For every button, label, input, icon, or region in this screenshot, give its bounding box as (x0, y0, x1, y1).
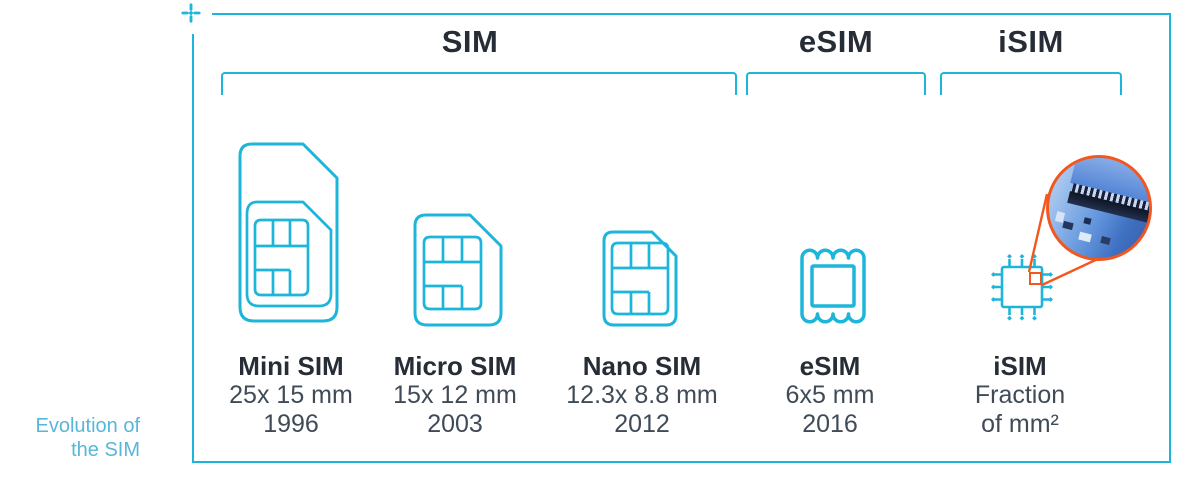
pcb-component (1062, 220, 1074, 231)
pcb-component (1083, 217, 1092, 225)
card-title: eSIM (799, 351, 861, 381)
card-size: Fraction (974, 381, 1066, 409)
bracket-esim (746, 72, 926, 95)
card-year: 2012 (614, 410, 670, 438)
label-mini-sim: Mini SIM 25x 15 mm 1996 (181, 352, 401, 439)
diagram-caption: Evolution of the SIM (16, 414, 140, 462)
bracket-sim (221, 72, 737, 95)
card-size: 15x 12 mm (393, 381, 517, 409)
caption-line-1: Evolution of (35, 415, 140, 437)
frame-corner-gap (182, 4, 212, 34)
card-year: 1996 (263, 410, 319, 438)
nano-sim-card-icon (602, 230, 678, 327)
label-isim: iSIM Fraction of mm² (910, 352, 1130, 439)
diagram-frame (192, 13, 1171, 463)
micro-sim-card-icon (413, 213, 503, 327)
pcb-component (1078, 231, 1092, 243)
card-year: 2003 (427, 410, 483, 438)
card-year: 2016 (802, 410, 858, 438)
mini-sim-card-icon (238, 142, 339, 323)
esim-chip-icon (798, 245, 868, 327)
card-size: 12.3x 8.8 mm (566, 381, 718, 409)
group-header-isim: iSIM (998, 24, 1064, 59)
group-header-sim: SIM (441, 24, 499, 59)
pcb-component (1100, 236, 1111, 245)
bracket-isim (940, 72, 1122, 95)
crosshair-icon (181, 3, 201, 23)
label-micro-sim: Micro SIM 15x 12 mm 2003 (345, 352, 565, 439)
label-esim: eSIM 6x5 mm 2016 (720, 352, 940, 439)
card-title: Nano SIM (582, 351, 702, 381)
group-header-esim: eSIM (798, 24, 874, 59)
card-title: iSIM (993, 351, 1047, 381)
card-year: of mm² (981, 410, 1059, 438)
magnifier-target-square (1029, 272, 1042, 285)
card-title: Mini SIM (238, 351, 344, 381)
label-nano-sim: Nano SIM 12.3x 8.8 mm 2012 (532, 352, 752, 439)
card-size: 25x 15 mm (229, 381, 353, 409)
card-title: Micro SIM (393, 351, 517, 381)
isim-chip-icon (990, 253, 1054, 323)
pcb-macro-photo (1046, 155, 1152, 261)
card-size: 6x5 mm (785, 381, 875, 409)
caption-line-2: the SIM (71, 439, 140, 461)
